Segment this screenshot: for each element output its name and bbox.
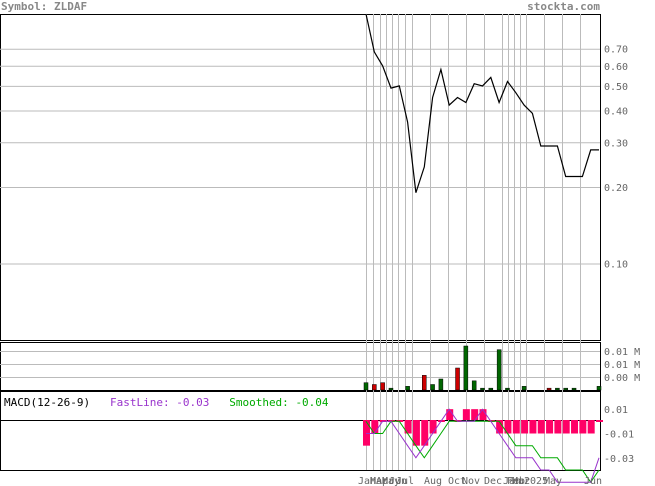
x-tick-label: Oct	[448, 476, 466, 486]
x-tick-label: Nov	[462, 476, 480, 486]
macd-histogram-bar	[587, 420, 595, 434]
price-axis: 0.70 0.60 0.50 0.40 0.30 0.20 0.10	[604, 45, 628, 271]
volume-bar	[496, 349, 502, 391]
brand-link[interactable]: stockta.com	[527, 0, 600, 13]
macd-histogram-bar	[412, 420, 420, 446]
macd-histogram-bar	[429, 420, 437, 434]
macd-tick-label: 0.01	[604, 405, 628, 416]
macd-histogram-bar	[471, 409, 479, 420]
x-tick-label: Feb	[507, 476, 525, 486]
macd-histogram-bar	[562, 420, 570, 434]
macd-histogram-bar	[571, 420, 579, 434]
macd-histogram-bar	[504, 420, 512, 434]
macd-histogram-bar	[554, 420, 562, 434]
macd-fast-line	[366, 408, 600, 483]
macd-fast-label: FastLine:	[109, 396, 170, 409]
macd-histogram-bar	[529, 420, 537, 434]
macd-fast-value: -0.03	[176, 396, 210, 409]
volume-bar	[430, 384, 435, 391]
volume-bar	[563, 387, 568, 391]
x-tick-label: Jun	[584, 476, 602, 486]
volume-bar	[571, 387, 577, 391]
volume-axis: 0.01 M 0.01 M 0.00 M	[604, 347, 640, 384]
macd-histogram-bar	[404, 420, 412, 434]
x-tick-label: Jan	[503, 476, 521, 486]
macd-histogram-bar	[421, 420, 429, 446]
volume-bar	[372, 384, 377, 391]
price-series-line	[365, 13, 599, 193]
macd-panel-frame	[0, 391, 601, 471]
symbol-value: ZLDAF	[53, 0, 88, 13]
price-tick-label: 0.60	[604, 62, 628, 73]
volume-bar	[555, 387, 560, 391]
x-tick-label: Mar	[370, 476, 388, 486]
volume-bar	[463, 345, 469, 391]
volume-bar	[546, 387, 552, 391]
macd-histogram-bar	[446, 409, 454, 420]
price-tick-label: 0.40	[604, 107, 628, 118]
x-tick-label: Dec	[484, 476, 502, 486]
volume-bar	[363, 382, 369, 391]
volume-panel-frame	[0, 342, 601, 391]
x-tick-label: Jul	[396, 476, 414, 486]
macd-title: MACD(12-26-9)	[4, 396, 91, 409]
price-line	[365, 13, 599, 193]
volume-bar	[388, 387, 394, 391]
price-tick-label: 0.10	[604, 260, 628, 271]
price-tick-label: 0.20	[604, 183, 628, 194]
macd-histogram-bar	[479, 409, 487, 420]
volume-bar	[422, 375, 427, 391]
volume-bar	[455, 367, 460, 391]
macd-histogram-bar	[579, 420, 587, 434]
macd-lines	[365, 408, 600, 484]
volume-bar	[596, 386, 602, 391]
x-tick-label: Aug	[424, 476, 442, 486]
volume-bar	[405, 386, 410, 391]
volume-tick-label: 0.01 M	[604, 360, 640, 371]
volume-bar	[438, 378, 444, 391]
macd-histogram-bar	[396, 420, 404, 422]
macd-tick-label: -0.01	[604, 430, 634, 441]
x-tick-label: Jun	[389, 476, 407, 486]
symbol-label: Symbol: ZLDAF	[1, 0, 87, 13]
x-tick-label: Jan	[358, 476, 376, 486]
volume-tick-label: 0.01 M	[604, 347, 640, 358]
macd-axis: 0.01 -0.01 -0.03	[604, 405, 634, 465]
volume-bar	[380, 382, 385, 391]
volume-tick-label: 0.00 M	[604, 373, 640, 384]
volume-bars	[363, 345, 602, 391]
macd-histogram-bar	[462, 409, 470, 420]
symbol-prefix: Symbol:	[1, 0, 48, 13]
macd-histogram-bar	[371, 420, 379, 434]
macd-histogram-bar	[363, 420, 370, 446]
volume-bar	[488, 387, 494, 391]
macd-smooth-value: -0.04	[295, 396, 329, 409]
price-tick-label: 0.70	[604, 45, 628, 56]
volume-bar	[505, 387, 510, 391]
macd-histogram-bar	[546, 420, 554, 434]
macd-histogram-bar	[521, 420, 529, 434]
x-tick-label: Apr	[376, 476, 394, 486]
x-tick-label: May	[382, 476, 400, 486]
macd-histogram-bar	[512, 420, 520, 434]
macd-legend: MACD(12-26-9) FastLine: -0.03 Smoothed: …	[4, 396, 329, 409]
x-tick-label: 2025	[524, 476, 548, 486]
volume-bar	[480, 387, 485, 391]
macd-tick-label: -0.03	[604, 454, 634, 465]
volume-bar	[471, 380, 477, 391]
volume-bar	[521, 386, 527, 391]
x-tick-label: Mar	[512, 476, 530, 486]
price-panel-frame	[0, 14, 601, 341]
macd-histogram-bar	[596, 420, 603, 422]
macd-histogram-bar	[496, 420, 504, 434]
x-tick-label: May	[544, 476, 562, 486]
macd-histogram-bar	[537, 420, 545, 434]
macd-smooth-line	[365, 420, 600, 484]
price-tick-label: 0.50	[604, 82, 628, 93]
price-tick-label: 0.30	[604, 138, 628, 149]
macd-smooth-label: Smoothed:	[229, 396, 289, 409]
